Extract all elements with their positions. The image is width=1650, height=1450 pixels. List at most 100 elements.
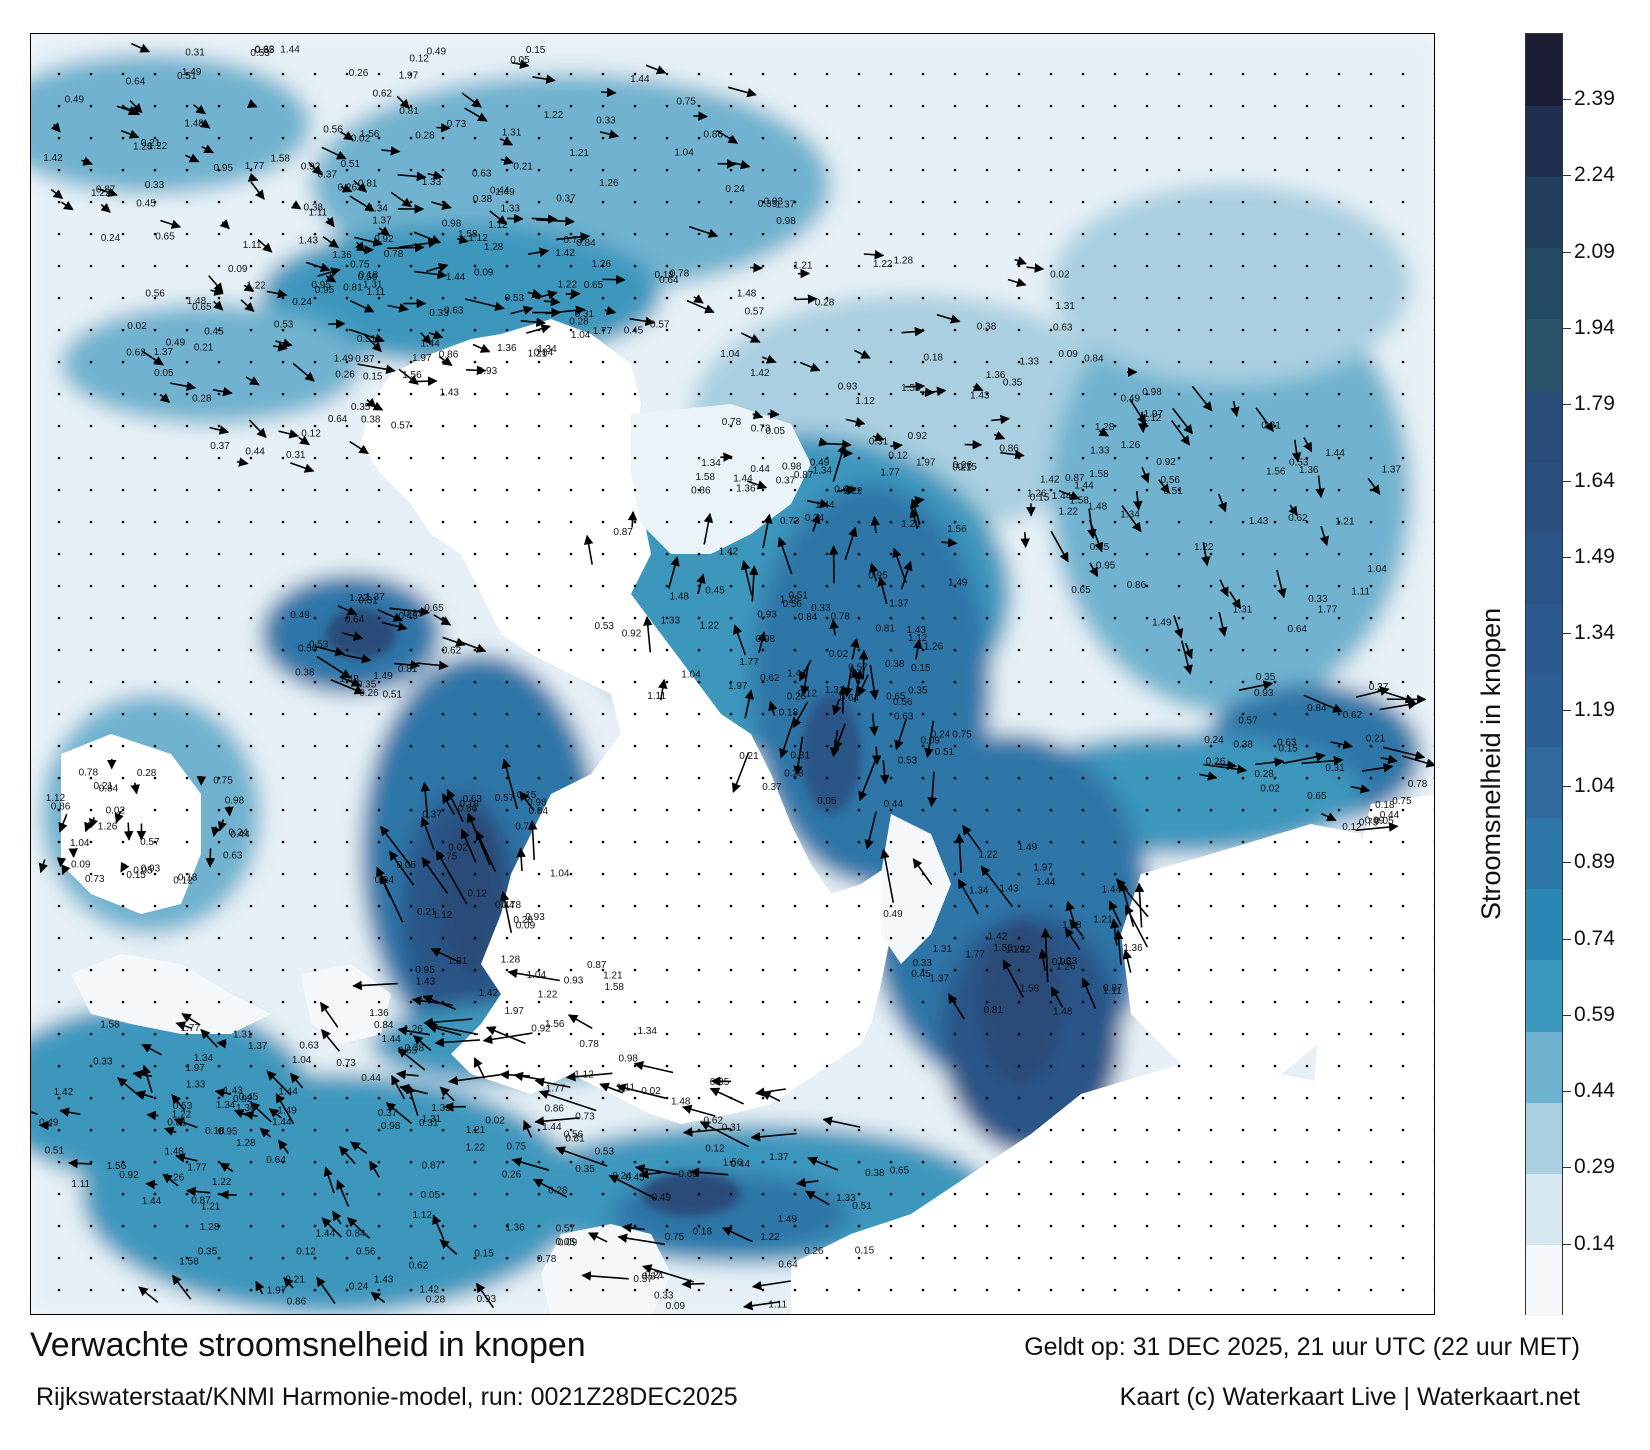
- grid-dot: [697, 1000, 701, 1004]
- grid-dot: [1209, 168, 1213, 172]
- speed-value-label: 1.42: [1040, 474, 1060, 485]
- speed-value-label: 0.28: [192, 394, 212, 405]
- grid-dot: [441, 1128, 445, 1132]
- grid-dot: [729, 680, 733, 684]
- grid-dot: [1113, 616, 1117, 620]
- grid-dot: [633, 1160, 637, 1164]
- grid-dot: [249, 936, 253, 940]
- current-arrow: [811, 513, 821, 532]
- grid-dot: [409, 1128, 413, 1132]
- speed-value-label: 1.42: [54, 1087, 74, 1098]
- grid-dot: [1017, 872, 1021, 876]
- colorbar-tick: [1563, 1243, 1571, 1245]
- grid-dot: [633, 904, 637, 908]
- grid-dot: [889, 328, 893, 332]
- speed-value-label: 1.28: [484, 242, 504, 253]
- speed-value-label: 0.84: [529, 806, 549, 817]
- speed-value-label: 1.28: [894, 255, 914, 266]
- grid-dot: [217, 520, 221, 524]
- current-arrow: [795, 1177, 819, 1188]
- grid-dot: [761, 1000, 765, 1004]
- grid-dot: [409, 456, 413, 460]
- grid-dot: [697, 488, 701, 492]
- grid-dot: [473, 424, 477, 428]
- speed-value-label: 1.37: [248, 1041, 268, 1052]
- grid-dot: [569, 168, 573, 172]
- grid-dot: [281, 1256, 285, 1260]
- grid-dot: [1273, 328, 1277, 332]
- grid-dot: [1401, 616, 1405, 620]
- grid-dot: [1177, 744, 1181, 748]
- grid-dot: [761, 1256, 765, 1260]
- speed-value-label: 1.12: [574, 1070, 594, 1081]
- current-arrow: [397, 1026, 431, 1036]
- current-arrow: [354, 236, 384, 247]
- grid-dot: [889, 552, 893, 556]
- grid-dot: [1081, 1192, 1085, 1196]
- grid-dot: [1177, 872, 1181, 876]
- grid-dot: [281, 1192, 285, 1196]
- grid-dot: [1337, 1096, 1341, 1100]
- grid-dot: [1273, 520, 1277, 524]
- speed-value-label: 1.49: [373, 671, 393, 682]
- grid-dot: [409, 168, 413, 172]
- current-arrow: [201, 144, 214, 154]
- speed-value-label: 0.05: [556, 1237, 576, 1248]
- grid-dot: [1241, 296, 1245, 300]
- grid-dot: [1273, 904, 1277, 908]
- grid-dot: [889, 712, 893, 716]
- grid-dot: [185, 680, 189, 684]
- grid-dot: [1017, 1160, 1021, 1164]
- current-arrow: [160, 219, 182, 229]
- grid-dot: [1209, 1192, 1213, 1196]
- grid-dot: [1401, 136, 1405, 140]
- current-arrow: [378, 226, 391, 236]
- grid-dot: [1337, 1192, 1341, 1196]
- grid-dot: [185, 1128, 189, 1132]
- current-arrow: [290, 200, 302, 210]
- grid-dot: [57, 1160, 61, 1164]
- grid-dot: [857, 520, 861, 524]
- speed-value-label: 0.63: [223, 850, 243, 861]
- current-arrow: [394, 660, 421, 670]
- grid-dot: [1337, 264, 1341, 268]
- grid-dot: [1177, 520, 1181, 524]
- grid-dot: [441, 360, 445, 364]
- colorbar-segment: [1526, 603, 1562, 676]
- speed-value-label: 1.58: [1069, 496, 1089, 507]
- current-arrow: [947, 993, 965, 1020]
- current-arrow: [406, 1083, 419, 1116]
- grid-dot: [185, 104, 189, 108]
- current-arrow: [114, 810, 124, 824]
- speed-value-label: 0.93: [757, 609, 777, 620]
- grid-dot: [729, 968, 733, 972]
- grid-dot: [153, 808, 157, 812]
- speed-value-label: 0.09: [921, 735, 941, 746]
- grid-dot: [1017, 392, 1021, 396]
- current-arrow: [482, 1032, 533, 1045]
- grid-dot: [1401, 840, 1405, 844]
- grid-dot: [1145, 1032, 1149, 1036]
- grid-dot: [1433, 1129, 1434, 1131]
- speed-value-label: 0.38: [885, 659, 905, 670]
- grid-dot: [1433, 937, 1434, 939]
- grid-dot: [889, 840, 893, 844]
- grid-dot: [1145, 168, 1149, 172]
- current-arrow: [1089, 562, 1099, 578]
- grid-dot: [1401, 712, 1405, 716]
- current-arrow: [120, 129, 140, 139]
- current-arrow: [941, 537, 958, 548]
- grid-dot: [281, 232, 285, 236]
- speed-value-label: 0.57: [391, 421, 411, 432]
- current-arrow: [980, 865, 1013, 907]
- current-arrow: [357, 363, 396, 375]
- grid-dot: [121, 552, 125, 556]
- grid-dot: [985, 968, 989, 972]
- grid-dot: [697, 328, 701, 332]
- grid-dot: [1081, 232, 1085, 236]
- grid-dot: [1017, 104, 1021, 108]
- grid-dot: [441, 520, 445, 524]
- grid-dot: [793, 136, 797, 140]
- grid-dot: [217, 1224, 221, 1228]
- speed-value-label: 1.37: [365, 592, 385, 603]
